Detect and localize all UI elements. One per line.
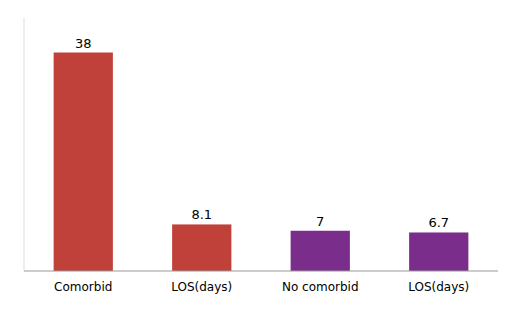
data-label: 38 (75, 36, 92, 51)
bars (54, 53, 469, 272)
chart: 38 8.1 7 6.7 Comorbid LOS(days) No comorbid LOS… (0, 0, 512, 311)
x-tick-label: LOS(days) (408, 280, 469, 294)
bar (291, 231, 350, 271)
x-tick-label: Comorbid (54, 280, 112, 294)
x-tick-label: LOS(days) (171, 280, 232, 294)
data-label: 8.1 (191, 207, 212, 222)
data-label: 6.7 (428, 215, 449, 230)
y-axis-line (24, 18, 25, 271)
x-tick-label: No comorbid (282, 280, 359, 294)
bar (172, 224, 231, 271)
bar (409, 232, 468, 271)
x-axis-line (24, 271, 498, 272)
data-label: 7 (316, 214, 324, 229)
bar (54, 53, 113, 272)
